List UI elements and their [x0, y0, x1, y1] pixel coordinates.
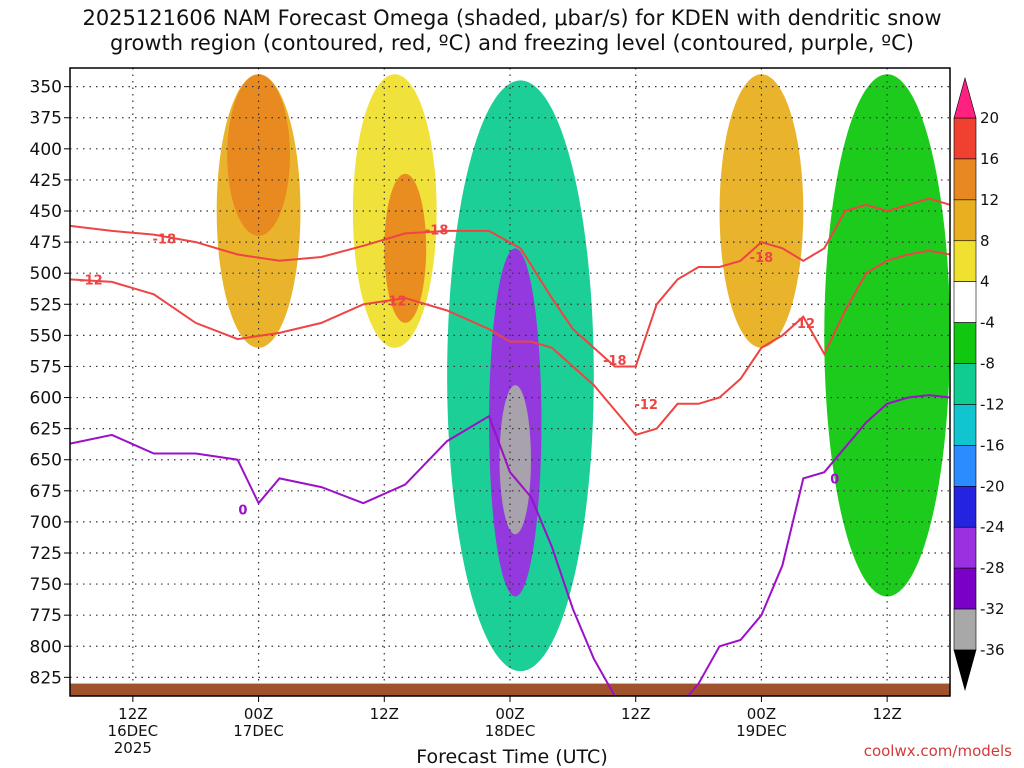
colorbar-swatch: [953, 240, 977, 282]
x-axis-label: Forecast Time (UTC): [416, 746, 608, 768]
contour-label: 0: [830, 472, 839, 487]
contour-label: 0: [238, 503, 247, 518]
colorbar-swatch: [953, 404, 977, 446]
contour-label: -12: [79, 273, 103, 288]
y-tick-label: 475: [30, 233, 62, 253]
y-tick-label: 450: [30, 202, 62, 222]
contour-label: -18: [750, 251, 774, 266]
contour-line: [70, 249, 950, 437]
x-tick-label: 12Z: [872, 705, 901, 723]
credit-link[interactable]: coolwx.com/models: [863, 742, 1012, 760]
colorbar-label: -20: [980, 477, 1005, 495]
contour-label: -12: [634, 398, 658, 413]
colorbar-label: 8: [980, 232, 990, 250]
colorbar-swatch: [953, 608, 977, 651]
y-tick-label: 525: [30, 295, 62, 315]
contour-label: -18: [603, 354, 627, 369]
colorbar-label: -24: [980, 518, 1005, 536]
y-tick-label: 675: [30, 482, 62, 502]
plot-area: -18 -18 -18 -18 -12 -12 -12 -12 0 0: [70, 68, 950, 696]
x-tick-label: 12Z: [118, 705, 147, 723]
y-tick-label: 700: [30, 513, 62, 533]
y-tick-label: 775: [30, 606, 62, 626]
y-tick-label: 825: [30, 668, 62, 688]
chart-title: 2025121606 NAM Forecast Omega (shaded, μ…: [0, 6, 1024, 56]
x-tick-label: 17DEC: [233, 722, 284, 740]
y-tick-label: 650: [30, 451, 62, 471]
y-tick-label: 550: [30, 326, 62, 346]
contour-label: -18: [153, 232, 177, 247]
x-tick-label: 00Z: [747, 705, 776, 723]
contour-line: [70, 197, 950, 368]
contour-label: -12: [792, 317, 816, 332]
y-tick-label: 500: [30, 264, 62, 284]
colorbar-label: -28: [980, 559, 1005, 577]
y-tick-label: 625: [30, 420, 62, 440]
colorbar-label: -36: [980, 641, 1005, 659]
x-tick-label: 19DEC: [736, 722, 787, 740]
x-tick-label: 2025: [114, 739, 152, 757]
plot-frame: [69, 67, 951, 697]
colorbar-label: 20: [980, 109, 999, 127]
contour-label: -12: [383, 295, 407, 310]
colorbar-min-arrow: [953, 649, 977, 692]
colorbar-swatch: [953, 117, 977, 160]
y-tick-label: 375: [30, 109, 62, 129]
colorbar-swatch: [953, 322, 977, 364]
colorbar-label: 16: [980, 150, 999, 168]
y-tick-label: 600: [30, 389, 62, 409]
omega-region: [499, 385, 531, 535]
colorbar-swatch: [953, 445, 977, 487]
colorbar-max-arrow: [953, 76, 977, 119]
y-tick-label: 725: [30, 544, 62, 564]
colorbar-swatch: [953, 281, 977, 323]
colorbar-swatch: [953, 526, 977, 569]
colorbar-label: -12: [980, 395, 1005, 413]
y-tick-label: 575: [30, 357, 62, 377]
colorbar-label: -4: [980, 314, 995, 332]
colorbar-swatch: [953, 199, 977, 242]
colorbar-label: -32: [980, 600, 1005, 618]
x-tick-label: 00Z: [495, 705, 524, 723]
title-line-2: growth region (contoured, red, ºC) and f…: [110, 31, 914, 55]
colorbar-label: -16: [980, 436, 1005, 454]
colorbar-label: 4: [980, 273, 990, 291]
y-tick-label: 750: [30, 575, 62, 595]
x-tick-label: 12Z: [370, 705, 399, 723]
x-tick-label: 12Z: [621, 705, 650, 723]
x-tick-label: 18DEC: [485, 722, 536, 740]
y-tick-label: 400: [30, 140, 62, 160]
omega-region: [227, 74, 290, 236]
colorbar-swatch: [953, 567, 977, 610]
ground-surface: [70, 683, 950, 696]
x-tick-label: 00Z: [244, 705, 273, 723]
contour-label: -18: [425, 224, 449, 239]
colorbar-label: -8: [980, 355, 995, 373]
y-tick-label: 350: [30, 78, 62, 98]
colorbar: 20 16 12 8 4 -4 -8 -12 -16 -20 -24 -28 -32 -36: [953, 76, 1005, 692]
colorbar-swatch: [953, 486, 977, 528]
colorbar-swatch: [953, 363, 977, 405]
contour-line: [70, 394, 950, 696]
colorbar-label: 12: [980, 191, 999, 209]
colorbar-swatch: [953, 158, 977, 201]
y-tick-label: 800: [30, 637, 62, 657]
y-tick-label: 425: [30, 171, 62, 191]
x-tick-label: 16DEC: [108, 722, 159, 740]
title-line-1: 2025121606 NAM Forecast Omega (shaded, μ…: [82, 6, 942, 30]
